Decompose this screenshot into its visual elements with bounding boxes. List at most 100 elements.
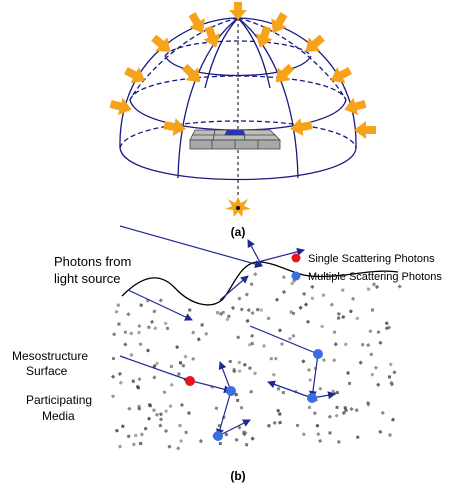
media-speckle bbox=[152, 375, 157, 380]
mesostructure-surface-curve bbox=[121, 261, 399, 306]
media-speckle bbox=[112, 357, 115, 360]
photon-ray bbox=[257, 247, 305, 263]
media-speckle bbox=[369, 352, 373, 357]
media-speckle bbox=[380, 410, 385, 416]
dome-meridian-3 bbox=[204, 17, 239, 89]
media-speckle bbox=[320, 324, 325, 329]
media-speckle bbox=[392, 370, 397, 375]
media-speckle bbox=[176, 446, 181, 451]
media-speckle bbox=[230, 305, 236, 310]
media-speckle bbox=[278, 420, 282, 425]
media-speckle bbox=[134, 433, 138, 438]
light-arrow bbox=[330, 66, 353, 84]
media-speckle bbox=[318, 386, 323, 391]
media-speckle bbox=[315, 423, 320, 428]
media-speckle bbox=[389, 382, 394, 387]
media-speckle bbox=[248, 366, 252, 370]
panel-b-scattering: Single Scattering Photons Multiple Scatt… bbox=[12, 225, 442, 483]
light-arrow bbox=[271, 12, 288, 34]
media-speckle bbox=[384, 326, 389, 331]
media-speckle bbox=[250, 341, 254, 346]
media-speckle bbox=[307, 405, 312, 410]
media-speckle bbox=[135, 384, 140, 389]
multiple-scattering-photon bbox=[307, 393, 317, 403]
media-speckle bbox=[234, 392, 238, 397]
media-speckle bbox=[249, 389, 254, 394]
panel-a-label: (a) bbox=[231, 225, 246, 239]
media-speckle bbox=[303, 302, 309, 307]
light-arrow bbox=[229, 2, 247, 20]
media-speckle bbox=[150, 319, 155, 324]
media-speckle bbox=[302, 292, 306, 296]
media-speckle bbox=[111, 394, 115, 399]
legend-single-label: Single Scattering Photons bbox=[308, 253, 435, 265]
media-speckle bbox=[110, 374, 116, 379]
media-speckle bbox=[291, 311, 296, 316]
photon-ray bbox=[127, 289, 193, 321]
mesostructure-label-1: Mesostructure bbox=[12, 349, 88, 363]
media-speckle bbox=[280, 342, 284, 346]
dome-ring-top-front bbox=[164, 55, 312, 77]
dome-base-front bbox=[119, 147, 357, 181]
photon-ray bbox=[308, 353, 319, 399]
media-speckle bbox=[355, 408, 359, 412]
media-speckle bbox=[253, 371, 257, 376]
media-speckle bbox=[169, 364, 173, 369]
media-speckle bbox=[397, 284, 402, 289]
media-speckle bbox=[112, 332, 117, 337]
media-speckle bbox=[137, 377, 142, 382]
photon-ray bbox=[217, 419, 251, 437]
media-speckle bbox=[305, 319, 311, 324]
media-speckle bbox=[129, 331, 134, 336]
media-speckle bbox=[298, 305, 303, 310]
media-speckle bbox=[158, 298, 163, 303]
media-speckle bbox=[237, 296, 242, 301]
media-speckle bbox=[378, 429, 383, 434]
media-speckle bbox=[349, 309, 353, 314]
media-speckle bbox=[245, 319, 250, 323]
media-speckle bbox=[372, 282, 376, 287]
media-speckle bbox=[177, 372, 181, 376]
media-speckle bbox=[368, 329, 373, 334]
media-speckle bbox=[302, 432, 306, 436]
media-speckle bbox=[146, 325, 151, 330]
media-speckle bbox=[163, 428, 169, 434]
photon-ray bbox=[187, 379, 232, 394]
media-speckle bbox=[147, 416, 152, 421]
media-speckle bbox=[132, 442, 136, 447]
media-speckle bbox=[329, 302, 334, 307]
participating-label-2: Media bbox=[42, 409, 75, 423]
media-speckle bbox=[366, 343, 371, 348]
media-speckle bbox=[272, 420, 277, 425]
participating-media-speckles bbox=[110, 272, 402, 451]
photon-ray bbox=[119, 355, 189, 381]
media-speckle bbox=[237, 369, 242, 374]
media-speckle bbox=[239, 406, 244, 410]
multiple-scattering-photon bbox=[226, 386, 236, 396]
surface-patch bbox=[189, 129, 281, 150]
light-arrow bbox=[290, 118, 313, 136]
media-speckle bbox=[117, 322, 121, 326]
media-speckle bbox=[169, 382, 174, 387]
media-speckle bbox=[152, 364, 157, 369]
media-speckle bbox=[278, 412, 282, 416]
media-speckle bbox=[346, 371, 350, 375]
media-speckle bbox=[152, 309, 157, 314]
media-speckle bbox=[184, 430, 189, 435]
media-speckle bbox=[181, 363, 186, 368]
media-speckle bbox=[236, 335, 240, 339]
media-speckle bbox=[123, 330, 127, 334]
light-arrow bbox=[305, 34, 325, 52]
media-speckle bbox=[282, 289, 287, 295]
multiple-scattering-photon bbox=[213, 431, 223, 441]
media-speckle bbox=[147, 403, 152, 407]
media-speckle bbox=[343, 406, 347, 410]
media-speckle bbox=[154, 412, 160, 417]
media-speckle bbox=[310, 296, 315, 301]
media-speckle bbox=[200, 323, 204, 327]
media-speckle bbox=[308, 377, 313, 382]
media-speckle bbox=[228, 359, 233, 364]
media-speckle bbox=[321, 358, 327, 363]
media-speckle bbox=[129, 352, 134, 357]
legend-multiple-marker bbox=[291, 271, 301, 281]
